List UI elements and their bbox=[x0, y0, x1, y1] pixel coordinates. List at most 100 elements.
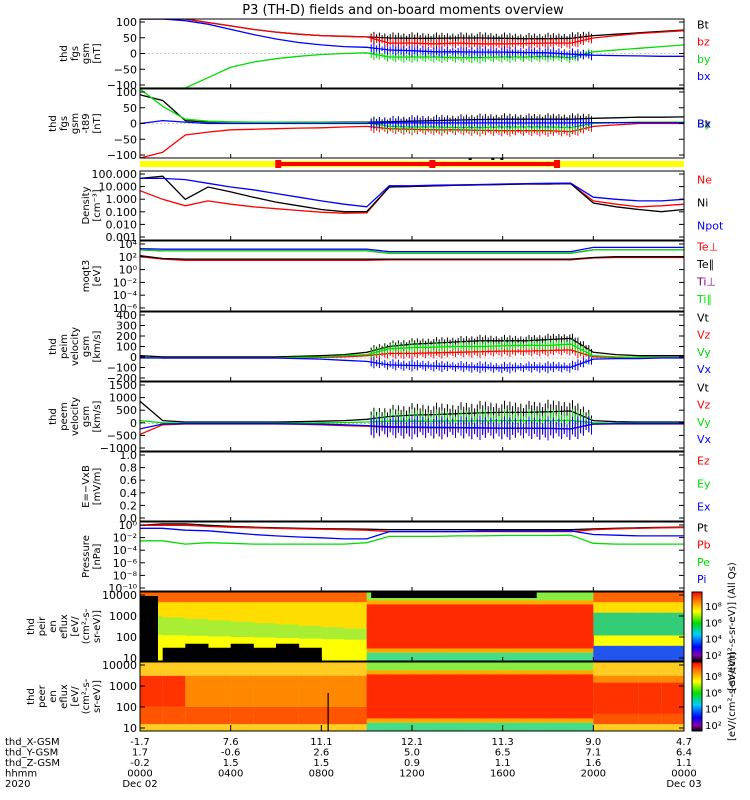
series-line-Npot bbox=[140, 177, 684, 208]
spectrogram-cell bbox=[480, 652, 504, 661]
spectrogram-cell bbox=[412, 600, 436, 605]
y-tick-label: 0.0 bbox=[120, 512, 138, 525]
x-tick-label: 1600 bbox=[490, 769, 515, 780]
y-tick-label: 1000 bbox=[109, 680, 137, 693]
y-tick-label: 0.6 bbox=[120, 474, 138, 487]
y-tick-label: −50 bbox=[114, 133, 137, 146]
spectrogram-cell bbox=[525, 652, 549, 661]
legend-label: Bt bbox=[697, 18, 710, 31]
y-axis-label-line: gsm bbox=[81, 43, 92, 64]
y-tick-label: 100 bbox=[116, 701, 137, 714]
y-axis-label-line: gsm bbox=[81, 406, 92, 427]
spectrogram-cell bbox=[434, 718, 458, 723]
legend-label: Pi bbox=[697, 573, 706, 586]
spectrogram-cell bbox=[185, 706, 209, 725]
y-tick-label: 10⁻⁴ bbox=[113, 289, 138, 302]
y-axis-label-line: -t89 bbox=[81, 113, 92, 133]
legend-label: Pb bbox=[697, 539, 711, 552]
series-noise-Vx bbox=[370, 415, 592, 441]
spectrogram-cell bbox=[593, 612, 617, 636]
legend-label: Ne bbox=[697, 174, 712, 187]
legend-label: Vt bbox=[697, 381, 710, 394]
spectrogram-cell bbox=[230, 602, 254, 626]
y-axis-label: Pressure [nPa] bbox=[81, 535, 103, 578]
y-axis-label-line: [eV/ bbox=[70, 616, 81, 637]
spectrogram-cell bbox=[570, 718, 594, 723]
spectrogram-cell bbox=[321, 592, 345, 603]
y-tick-label: 1.000 bbox=[106, 193, 138, 206]
y-axis-label-line: Pressure bbox=[81, 535, 92, 578]
colorbar bbox=[691, 591, 703, 662]
spectrogram-cell bbox=[616, 645, 640, 661]
y-tick-label: −100 bbox=[107, 149, 137, 162]
legend-label: Pe bbox=[697, 556, 710, 569]
spectrogram-cell bbox=[208, 620, 232, 637]
spectrogram-cell bbox=[548, 722, 572, 731]
spectrogram-cell bbox=[162, 602, 186, 621]
series-group bbox=[140, 523, 684, 545]
spectrogram-cell bbox=[570, 662, 594, 671]
spectrogram-cell bbox=[185, 675, 209, 707]
y-tick-label: −1000 bbox=[100, 442, 137, 455]
y-tick-label: 1000 bbox=[109, 610, 137, 623]
spectrogram-cell bbox=[434, 604, 458, 649]
series-noise-Vx bbox=[370, 356, 592, 374]
spectrogram-cell bbox=[570, 600, 594, 605]
spectrogram-cell bbox=[638, 682, 662, 714]
y-axis-label-line: gsm bbox=[70, 113, 81, 134]
series-line-Tpot bbox=[140, 246, 684, 253]
y-axis-label-line: thd bbox=[26, 618, 37, 635]
figure-title: P3 (TH-D) fields and on-board moments ov… bbox=[242, 3, 564, 18]
spectrogram-cell bbox=[616, 602, 640, 617]
spectrogram-cell bbox=[661, 612, 684, 636]
series-noise-Bx bbox=[370, 116, 592, 130]
y-axis-label-line: [mV/m] bbox=[92, 468, 103, 506]
colorbar-tick-label: 10⁴ bbox=[705, 635, 722, 646]
y-axis-label-line: thd bbox=[26, 688, 37, 705]
y-axis-label-line: E=−VxB bbox=[81, 465, 92, 508]
spectrogram-cell bbox=[366, 722, 390, 731]
y-tick-label: 0 bbox=[130, 118, 137, 131]
spectrogram-cell bbox=[389, 670, 413, 675]
spectrogram-cell bbox=[548, 648, 572, 653]
colorbar-tick-label: 10² bbox=[705, 721, 722, 732]
spectrogram-cell bbox=[185, 592, 209, 603]
x-tick-label: 6.5 bbox=[495, 748, 511, 759]
spectrogram-cell bbox=[525, 592, 549, 601]
x-tick-label: -0.2 bbox=[130, 758, 150, 769]
legend-label: Te∥ bbox=[696, 258, 714, 271]
series-line-Pt bbox=[140, 523, 684, 531]
spectrogram-cell bbox=[480, 670, 504, 675]
y-axis-label-line: velocity bbox=[70, 327, 81, 366]
mode-bar-burst-marker bbox=[554, 160, 561, 168]
legend-label: Bt bbox=[697, 118, 710, 131]
y-tick-label: 10000 bbox=[102, 589, 137, 602]
spectrogram-cell bbox=[548, 604, 572, 649]
spectrogram-cell bbox=[344, 602, 368, 633]
y-tick-label: 10 bbox=[123, 722, 137, 735]
y-axis-label-line: sr-eV)] bbox=[92, 610, 103, 643]
legend-label: Npot bbox=[697, 220, 724, 233]
x-tick-label: 1.6 bbox=[585, 758, 601, 769]
spectrogram-cell bbox=[140, 706, 164, 725]
spectrogram-cell bbox=[548, 670, 572, 675]
x-tick-label: Dec 03 bbox=[666, 779, 701, 790]
legend-label: Pt bbox=[697, 521, 709, 534]
y-tick-label: 10⁻⁶ bbox=[113, 557, 138, 570]
legend-label: Bz bbox=[697, 118, 711, 131]
series-group bbox=[140, 175, 684, 214]
y-axis-label-line: eflux bbox=[59, 614, 70, 639]
y-tick-label: 0.010 bbox=[106, 218, 138, 231]
spectrogram-cell bbox=[253, 647, 277, 661]
series-group bbox=[140, 246, 684, 261]
y-axis-label-line: moqt3 bbox=[81, 260, 92, 293]
y-axis-label-line: gsm bbox=[81, 336, 92, 357]
spectrogram-cell bbox=[162, 617, 186, 636]
legend-label: Ez bbox=[697, 455, 710, 468]
y-tick-label: 0.4 bbox=[120, 487, 138, 500]
spectrogram-cell bbox=[548, 652, 572, 661]
y-tick-label: 10 bbox=[123, 652, 137, 665]
y-tick-label: 0 bbox=[130, 48, 137, 61]
